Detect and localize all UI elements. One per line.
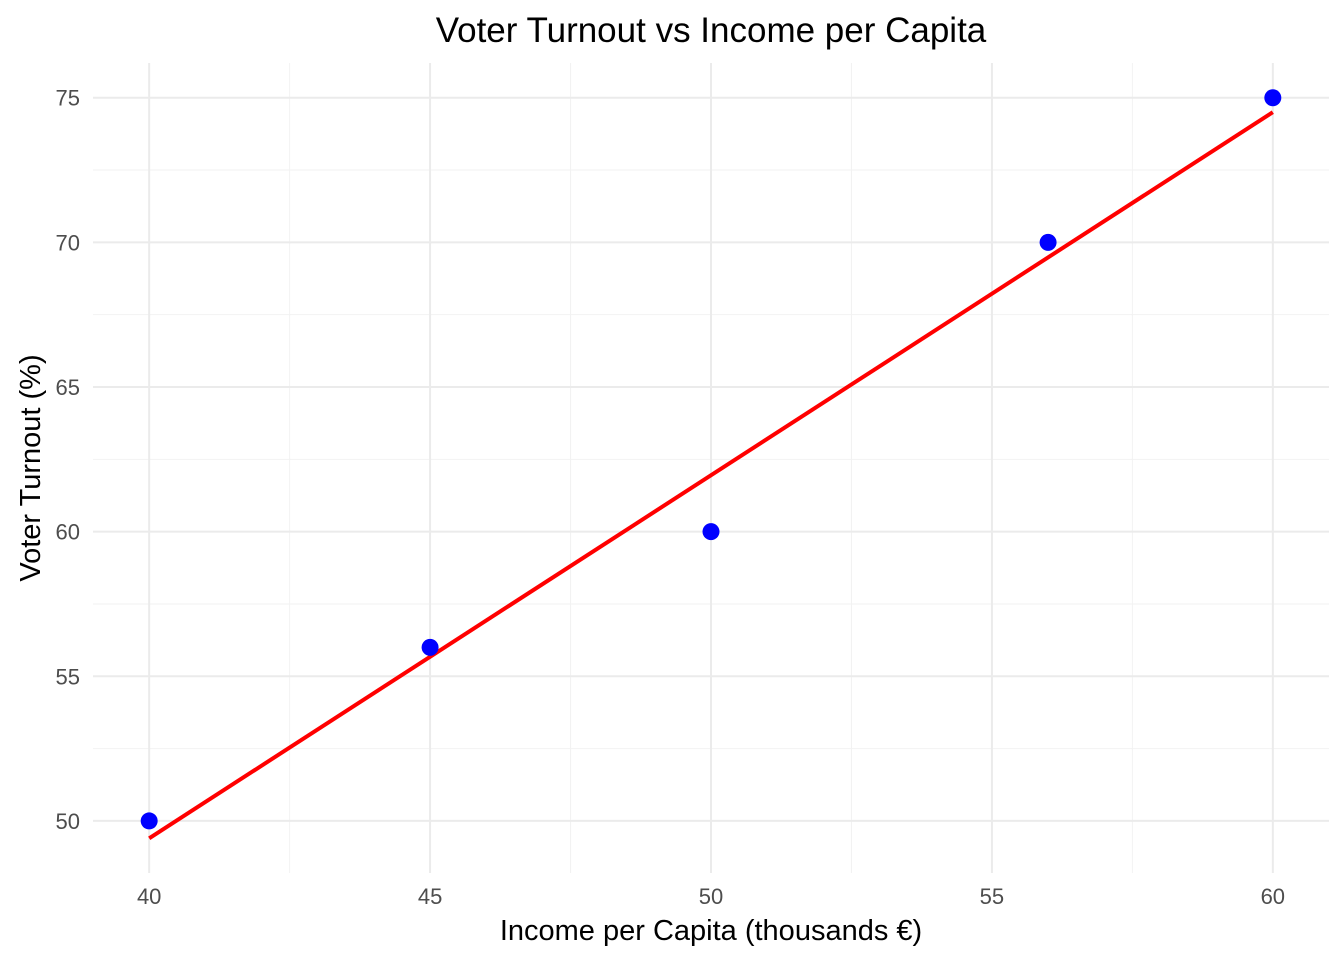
x-tick-label: 45 [418,884,442,909]
data-point [1039,233,1057,251]
data-points-layer [140,89,1282,830]
y-axis-title: Voter Turnout (%) [15,354,47,581]
x-tick-label: 55 [980,884,1004,909]
x-tick-label: 50 [699,884,723,909]
data-point [702,523,720,541]
y-axis-tick-labels: 50 55 60 65 70 75 [56,86,80,834]
x-tick-label: 40 [137,884,161,909]
data-point [421,638,439,656]
data-point [1264,89,1282,107]
y-tick-label: 60 [56,520,80,545]
x-tick-label: 60 [1261,884,1285,909]
chart-title: Voter Turnout vs Income per Capita [436,11,987,50]
y-tick-label: 50 [56,809,80,834]
y-tick-label: 75 [56,86,80,111]
regression-line [148,110,1274,840]
y-tick-label: 65 [56,375,80,400]
x-axis-tick-labels: 40 45 50 55 60 [137,884,1285,909]
y-tick-label: 55 [56,664,80,689]
data-point [140,812,158,830]
x-axis-title: Income per Capita (thousands €) [500,915,922,947]
trend-line-layer [148,110,1274,840]
major-gridlines [93,63,1329,873]
y-tick-label: 70 [56,230,80,255]
